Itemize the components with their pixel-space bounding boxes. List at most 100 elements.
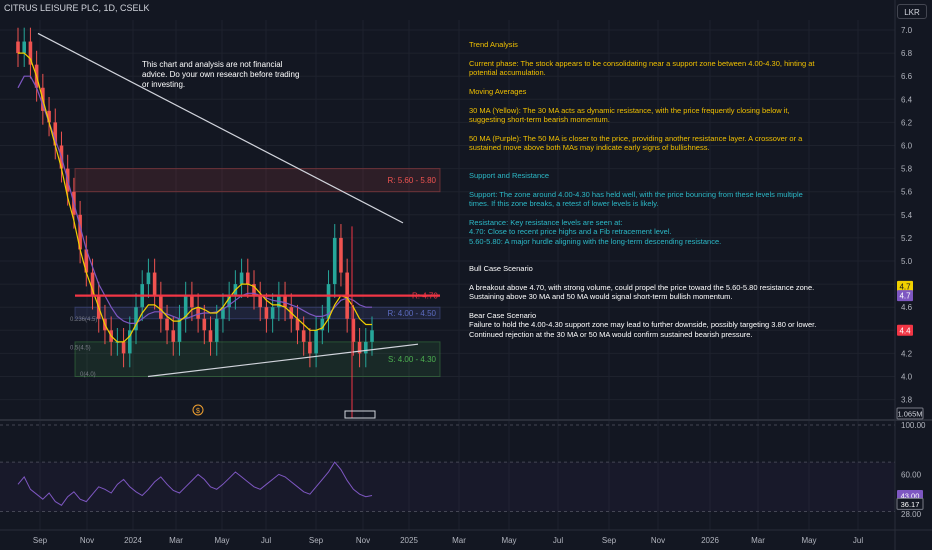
fib-label: 0.236(4.5) bbox=[70, 317, 97, 323]
rsi-band bbox=[0, 462, 895, 512]
x-tick-label: May bbox=[214, 536, 229, 545]
bull-title: Bull Case Scenario bbox=[469, 264, 533, 274]
candle-body bbox=[221, 307, 225, 319]
candle-body bbox=[134, 307, 138, 331]
support-text: Support: The zone around 4.00-4.30 has h… bbox=[469, 189, 803, 209]
x-tick-label: May bbox=[501, 536, 516, 545]
volume-tag bbox=[896, 407, 924, 420]
candle-body bbox=[90, 272, 95, 296]
y-tick-label: 6.6 bbox=[901, 72, 913, 81]
x-tick-label: Jul bbox=[261, 536, 271, 545]
candle-body bbox=[308, 341, 312, 354]
fib-label: 0(4.0) bbox=[80, 372, 96, 378]
candle-body bbox=[177, 318, 182, 342]
price-tag-label: 4.4 bbox=[899, 326, 911, 335]
resistance-title: Resistance: Key resistance levels are se… bbox=[469, 217, 623, 227]
resistance-zone-mid-label: R: 4.00 - 4.50 bbox=[388, 309, 437, 318]
bull-text: A breakout above 4.70, with strong volum… bbox=[469, 282, 815, 302]
volume-bar bbox=[344, 410, 376, 419]
candle-body bbox=[326, 284, 331, 319]
candle-body bbox=[159, 295, 163, 319]
candle-body bbox=[320, 318, 325, 331]
candle-body bbox=[239, 272, 244, 285]
rsi-tick-label: 60.00 bbox=[901, 470, 922, 479]
resistance-line-label: R: 4.70 bbox=[412, 292, 438, 301]
candle-body bbox=[227, 295, 231, 308]
resistance-level-1: 4.70: Close to recent price highs and a … bbox=[469, 227, 672, 237]
candle-body bbox=[245, 272, 250, 285]
rsi-tag-label: 43.00 bbox=[901, 491, 920, 500]
current-phase-text: Current phase: The stock appears to be c… bbox=[469, 58, 815, 78]
y-tick-label: 6.0 bbox=[901, 142, 913, 151]
rsi-tick-label: 100.00 bbox=[901, 421, 926, 430]
candle-body bbox=[152, 272, 157, 296]
candle-body bbox=[252, 284, 256, 296]
candle-body bbox=[295, 318, 300, 331]
y-tick-label: 5.0 bbox=[901, 257, 913, 266]
price-tag-label: 4.7 bbox=[899, 282, 911, 291]
disclaimer-note: This chart and analysis are not financia… bbox=[142, 60, 300, 89]
dividend-marker bbox=[192, 404, 204, 416]
x-tick-label: Nov bbox=[356, 536, 370, 545]
y-tick-label: 5.2 bbox=[901, 234, 913, 243]
x-tick-label: Mar bbox=[751, 536, 765, 545]
candle-body bbox=[214, 318, 219, 342]
candle-body bbox=[47, 110, 51, 123]
candle-body bbox=[370, 330, 374, 342]
candle-body bbox=[16, 41, 20, 54]
support-zone bbox=[74, 341, 441, 378]
x-tick-label: 2024 bbox=[124, 536, 142, 545]
y-tick-label: 7.0 bbox=[901, 26, 913, 35]
volume-tag-label: 1.065M bbox=[897, 410, 922, 419]
x-tick-label: Sep bbox=[602, 536, 617, 545]
candle-body bbox=[301, 330, 306, 342]
candle-body bbox=[22, 41, 27, 54]
descending-trendline bbox=[37, 32, 404, 224]
rsi-tag bbox=[896, 497, 924, 510]
candle-body bbox=[53, 122, 58, 146]
bear-text: Failure to hold the 4.00-4.30 support zo… bbox=[469, 320, 817, 339]
candle-body bbox=[202, 318, 207, 331]
x-tick-label: Sep bbox=[33, 536, 48, 545]
candle-body bbox=[314, 330, 318, 354]
resistance-zone-upper-label: R: 5.60 - 5.80 bbox=[388, 176, 437, 185]
candle-body bbox=[270, 307, 275, 319]
candle-body bbox=[146, 272, 151, 285]
overlays: R: 4.70 $ bbox=[17, 32, 440, 419]
y-tick-label: 6.8 bbox=[901, 49, 913, 58]
candle-body bbox=[190, 295, 194, 308]
ma-title: Moving Averages bbox=[469, 87, 527, 96]
chart-title: CITRUS LEISURE PLC, 1D, CSELK bbox=[4, 3, 150, 13]
y-tick-label: 4.6 bbox=[901, 303, 913, 312]
sr-title: Support and Resistance bbox=[469, 170, 550, 180]
x-tick-label: 2026 bbox=[701, 536, 719, 545]
candle-body bbox=[264, 307, 269, 319]
rsi-line bbox=[17, 461, 373, 506]
ma30-text: 30 MA (Yellow): The 30 MA acts as dynami… bbox=[469, 105, 790, 125]
resistance-zone-upper bbox=[74, 168, 441, 193]
x-tick-label: Nov bbox=[80, 536, 94, 545]
candle-body bbox=[121, 341, 126, 354]
price-tag bbox=[897, 324, 913, 336]
rsi-pane bbox=[0, 424, 895, 513]
candle-body bbox=[357, 341, 362, 354]
candle-body bbox=[165, 318, 169, 331]
y-tick-label: 4.0 bbox=[901, 373, 913, 382]
x-tick-label: Mar bbox=[452, 536, 466, 545]
chart-grid bbox=[0, 20, 895, 530]
x-tick-label: Sep bbox=[309, 536, 324, 545]
candle-body bbox=[196, 307, 200, 319]
candle-body bbox=[258, 295, 263, 308]
rsi-tick-label: 28.00 bbox=[901, 510, 922, 519]
ascending-support-line bbox=[147, 343, 419, 378]
resistance-level-2: 5.60-5.80: A major hurdle aligning with … bbox=[469, 236, 722, 246]
y-tick-label: 5.6 bbox=[901, 188, 913, 197]
y-tick-label: 5.8 bbox=[901, 165, 913, 174]
rsi-tag-label: 36.17 bbox=[901, 500, 920, 509]
ma50-line bbox=[17, 75, 372, 324]
x-tick-label: Nov bbox=[651, 536, 665, 545]
x-tick-label: Jul bbox=[553, 536, 563, 545]
price-tag-label: 4.7 bbox=[899, 292, 911, 301]
currency-button[interactable]: LKR bbox=[897, 4, 927, 19]
